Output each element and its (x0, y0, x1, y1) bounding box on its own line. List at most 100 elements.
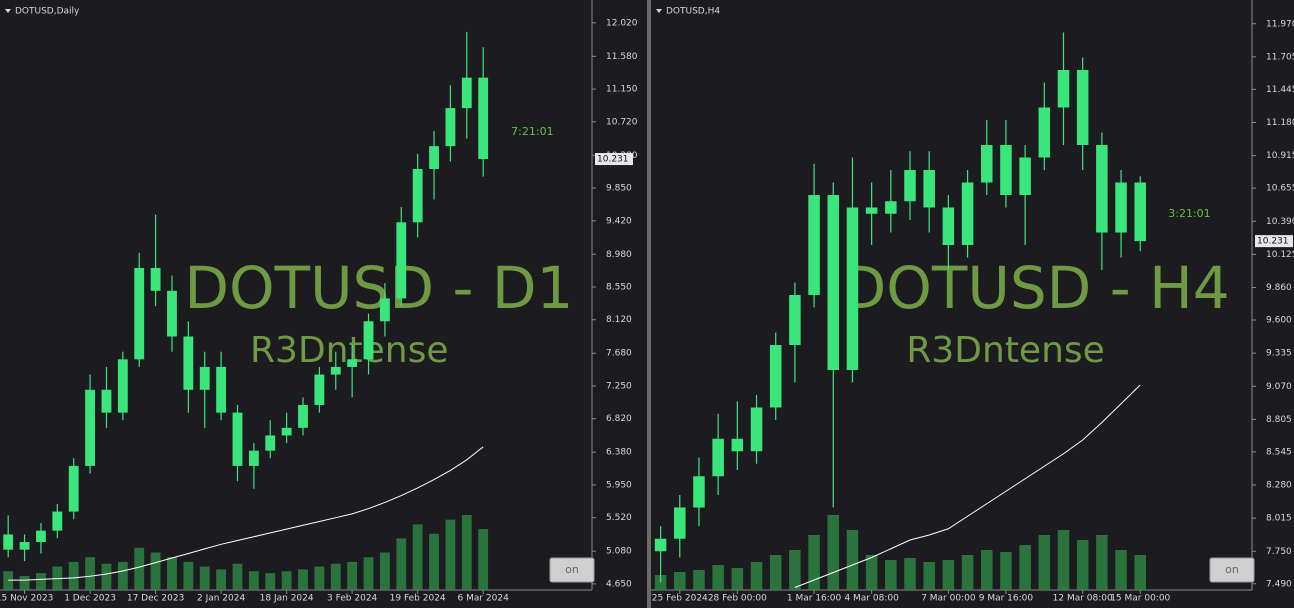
candle-body (248, 450, 259, 466)
y-tick-label: 11.970 (1266, 19, 1294, 29)
candle-body (265, 435, 276, 451)
toggle-button[interactable] (549, 557, 595, 583)
y-tick-label: 5.950 (606, 480, 632, 490)
last-price-label: 10.231 (1257, 237, 1289, 247)
candle-body (36, 530, 46, 543)
volume-bar (445, 519, 456, 590)
x-tick-label: 12 Mar 08:00 (1053, 594, 1113, 604)
volume-bar (1076, 540, 1089, 590)
y-tick-label: 8.280 (1266, 481, 1292, 491)
volume-bar (478, 529, 489, 590)
x-tick-label: 19 Feb 2024 (390, 594, 446, 604)
y-tick-label: 11.705 (1266, 52, 1294, 62)
candle-body (314, 374, 325, 406)
bar-timer: 3:21:01 (1168, 207, 1210, 220)
x-tick-label: 15 Mar 00:00 (1110, 594, 1170, 604)
y-tick-label: 5.080 (606, 547, 632, 557)
x-tick-label: 15 Nov 2023 (0, 594, 53, 604)
candle-body (150, 267, 161, 291)
volume-bar (19, 575, 30, 590)
x-tick-label: 6 Mar 2024 (457, 594, 509, 604)
y-tick-label: 6.820 (606, 414, 632, 424)
y-tick-label: 8.015 (1266, 514, 1292, 524)
watermark-sub: R3Dntense (906, 330, 1104, 371)
candle-body (19, 542, 30, 550)
volume-bar (674, 572, 686, 590)
last-price-box (595, 153, 633, 166)
y-tick-label: 8.545 (1266, 447, 1292, 457)
volume-bar (942, 560, 955, 590)
y-tick-label: 9.420 (606, 216, 632, 226)
volume-bar (248, 571, 259, 590)
toggle-button-label[interactable]: on (565, 563, 579, 576)
candle-body (167, 290, 177, 337)
y-tick-label: 11.180 (1266, 118, 1294, 128)
volume-bar (808, 535, 820, 590)
volume-bar (1134, 555, 1146, 590)
volume-bar (1096, 535, 1108, 590)
volume-bar (232, 563, 243, 590)
y-tick-label: 9.850 (606, 184, 632, 194)
toggle-button-label[interactable]: on (1225, 563, 1239, 576)
watermark: DOTUSD - H4 (842, 254, 1230, 322)
candle-body (379, 298, 390, 322)
candle-body (1096, 145, 1108, 233)
candle-body (216, 366, 227, 413)
candle-body (445, 108, 456, 147)
volume-bar (789, 550, 801, 590)
x-tick-label: 4 Mar 08:00 (844, 594, 899, 604)
y-tick-label: 7.250 (606, 381, 632, 391)
volume-bar (314, 566, 325, 590)
candle-body (808, 195, 820, 295)
candle-body (1038, 107, 1051, 158)
candle-body (1057, 70, 1070, 108)
title-arrow (656, 9, 662, 13)
candle-body (85, 389, 95, 466)
volume-bar (3, 571, 14, 590)
y-tick-label: 12.020 (606, 18, 638, 28)
candle-body (3, 534, 14, 550)
candle-body (1115, 182, 1127, 233)
candle-body (101, 389, 112, 413)
candle-body (199, 366, 210, 390)
y-tick-label: 8.805 (1266, 415, 1292, 425)
volume-bar (412, 524, 423, 590)
volume-bar (199, 566, 210, 590)
candle-body (827, 195, 840, 370)
volume-bar (150, 552, 161, 590)
candle-body (846, 207, 859, 370)
candle-body (330, 366, 341, 375)
toggle-button[interactable] (1209, 557, 1255, 583)
y-tick-label: 8.550 (606, 283, 632, 293)
volume-bar (769, 555, 782, 590)
volume-bar (363, 557, 374, 590)
candle-body (298, 405, 308, 428)
x-tick-label: 3 Feb 2024 (327, 594, 378, 604)
volume-bar (379, 552, 390, 590)
y-tick-label: 7.750 (1266, 547, 1292, 557)
y-tick-label: 11.580 (606, 52, 638, 62)
y-tick-label: 10.915 (1266, 151, 1294, 161)
candle-body (923, 170, 935, 208)
y-tick-label: 4.650 (606, 579, 632, 589)
candle-body (654, 538, 667, 552)
volume-bar (265, 573, 276, 590)
y-tick-label: 9.860 (1266, 283, 1292, 293)
y-tick-label: 7.490 (1266, 579, 1292, 589)
volume-bar (298, 569, 308, 590)
volume-bar (461, 515, 472, 590)
x-tick-label: 2 Jan 2024 (197, 594, 245, 604)
candle-body (183, 336, 194, 390)
volume-bar (750, 562, 763, 590)
candle-body (461, 77, 472, 109)
chart-title: DOTUSD,H4 (666, 7, 720, 17)
candle-body (134, 267, 145, 360)
volume-bar (85, 557, 95, 590)
candle-body (904, 170, 916, 202)
candle-body (281, 427, 292, 436)
volume-bar (101, 563, 112, 590)
moving-average (794, 384, 1141, 588)
candle-body (363, 321, 374, 360)
last-price-box (1255, 235, 1293, 248)
